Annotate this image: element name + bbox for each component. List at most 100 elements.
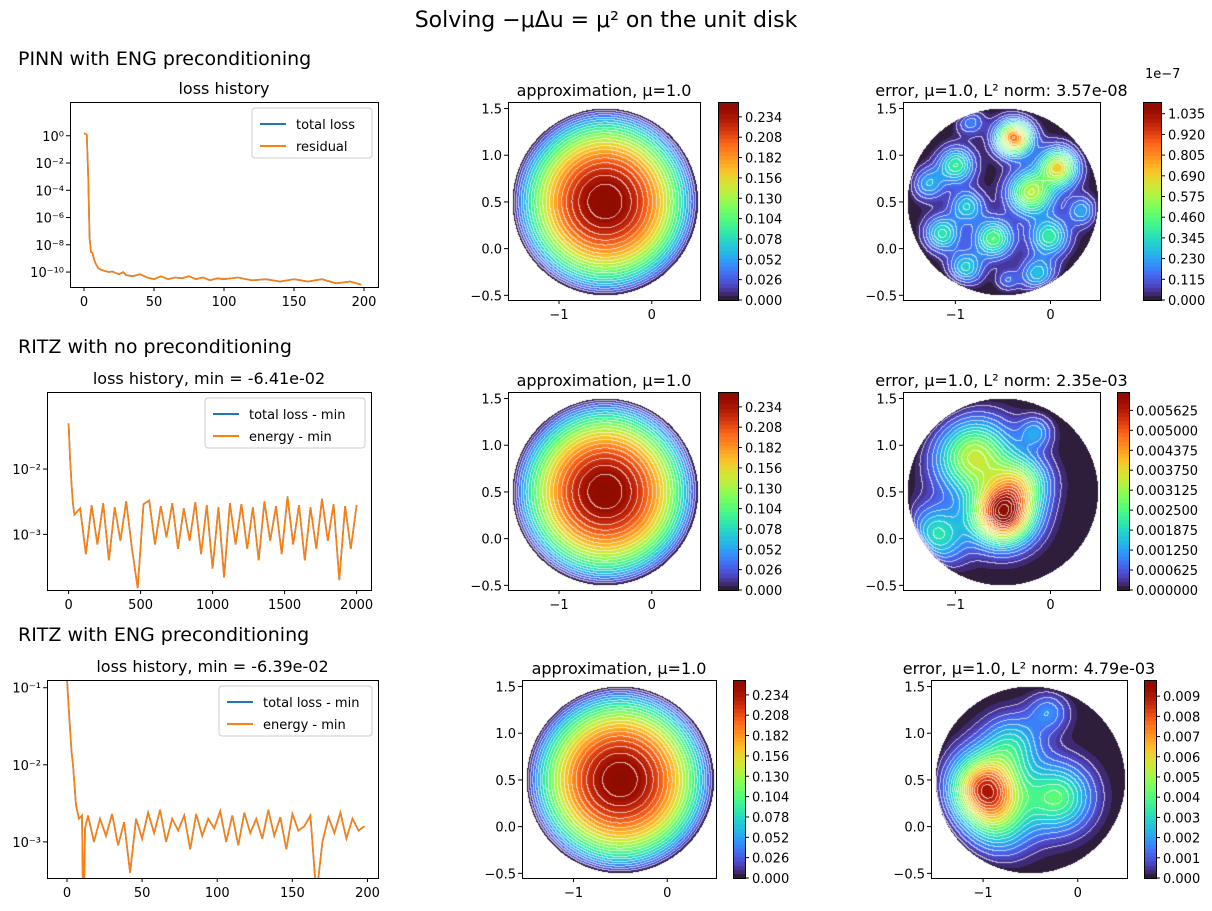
x-tick-label: 200 (355, 886, 380, 901)
y-tick-label: 1.0 (481, 439, 502, 454)
y-tick-label: 1.0 (876, 439, 897, 454)
x-tick-label: 500 (128, 598, 153, 613)
y-tick-label: 1.5 (904, 681, 925, 696)
y-tick-label: 1.5 (876, 393, 897, 408)
legend-label: total loss - min (249, 408, 345, 423)
x-tick-label: 1500 (268, 598, 301, 613)
y-tick-label: 0.0 (904, 821, 925, 836)
colorbar-tick-label: 0.026 (752, 852, 789, 867)
colorbar-tick-label: 0.104 (745, 213, 782, 228)
legend-label: energy - min (249, 430, 332, 445)
colorbar-tick-label: 0.234 (745, 401, 782, 416)
colorbar-tick-label: 0.104 (752, 791, 789, 806)
colorbar-tick-label: 0.002500 (1136, 504, 1198, 519)
colorbar-tick-label: 0.009 (1163, 690, 1200, 705)
colorbar-tick-label: 1.035 (1168, 108, 1205, 123)
series-line-1 (66, 680, 365, 878)
x-tick-label: 2000 (340, 598, 373, 613)
legend-label: total loss - min (263, 696, 359, 711)
x-tick-label: 0 (63, 886, 71, 901)
y-tick-label: 10⁻² (35, 157, 64, 172)
colorbar (1143, 102, 1161, 300)
contour-field (903, 102, 1100, 300)
colorbar-tick-label: 0.003125 (1136, 484, 1198, 499)
colorbar-tick-label: 0.575 (1168, 191, 1205, 206)
y-tick-label: 10⁻³ (12, 528, 41, 543)
y-tick-label: 1.0 (495, 727, 516, 742)
row-heading-ritz-none: RITZ with no preconditioning (18, 336, 292, 358)
x-tick-label: −1 (549, 598, 568, 613)
chart-title: error, μ=1.0, L² norm: 3.57e-08 (875, 81, 1127, 100)
colorbar-tick-label: 0.000 (745, 584, 782, 599)
x-tick-label: −1 (564, 886, 583, 901)
y-tick-label: 1.5 (481, 103, 502, 118)
colorbar-frame (718, 392, 739, 591)
x-tick-label: −1 (973, 886, 992, 901)
colorbar-frame (1117, 392, 1130, 591)
colorbar-tick-label: 0.000000 (1136, 584, 1198, 599)
y-tick-label: 1.0 (904, 727, 925, 742)
x-tick-label: 0 (648, 598, 656, 613)
colorbar-tick-label: 0.078 (745, 523, 782, 538)
y-tick-label: 1.0 (876, 149, 897, 164)
axes-frame (522, 680, 717, 879)
chart-title: loss history (178, 79, 269, 98)
colorbar-tick-label: 0.000 (745, 294, 782, 309)
x-tick-label: 0 (663, 886, 671, 901)
y-tick-label: 0.5 (876, 486, 897, 501)
colorbar-tick-label: 0.005625 (1136, 404, 1198, 419)
colorbar-tick-label: 0.130 (745, 192, 782, 207)
axes-frame (903, 102, 1101, 301)
y-tick-label: 1.5 (495, 681, 516, 696)
x-tick-label: 100 (205, 886, 230, 901)
series-line-1 (83, 132, 362, 286)
y-tick-label: 10⁻⁸ (35, 239, 64, 254)
y-tick-label: 10⁻² (12, 463, 41, 478)
x-tick-label: 0 (1046, 308, 1054, 323)
y-tick-label: 0.5 (904, 774, 925, 789)
y-tick-label: 0.0 (876, 243, 897, 258)
colorbar-tick-label: 0.115 (1168, 273, 1205, 288)
colorbar-tick-label: 0.005 (1163, 771, 1200, 786)
colorbar-tick-label: 0.130 (752, 770, 789, 785)
colorbar-frame (718, 102, 739, 301)
y-tick-label: 1.5 (481, 393, 502, 408)
colorbar-tick-label: 0.345 (1168, 232, 1205, 247)
legend-label: energy - min (263, 718, 346, 733)
colorbar-tick-label: 0.104 (745, 503, 782, 518)
contour-field (903, 392, 1100, 590)
y-tick-label: −0.5 (865, 289, 897, 304)
colorbar-tick-label: 0.690 (1168, 170, 1205, 185)
x-tick-label: −1 (946, 598, 965, 613)
colorbar-tick-label: 0.156 (752, 750, 789, 765)
chart-title: loss history, min = -6.39e-02 (96, 657, 328, 676)
colorbar-tick-label: 0.130 (745, 482, 782, 497)
colorbar (718, 392, 738, 590)
x-tick-label: 200 (352, 295, 377, 310)
colorbar-tick-label: 0.001250 (1136, 544, 1198, 559)
colorbar-offset-text: 1e−7 (1145, 67, 1180, 82)
y-tick-label: 10⁻¹ (12, 682, 41, 697)
colorbar-tick-label: 0.004375 (1136, 444, 1198, 459)
x-tick-label: −1 (946, 308, 965, 323)
chart-title: loss history, min = -6.41e-02 (93, 369, 325, 388)
legend (204, 397, 366, 449)
figure-title: Solving −μΔu = μ² on the unit disk (414, 8, 798, 33)
legend-label: total loss (296, 118, 355, 133)
x-tick-label: 50 (146, 295, 163, 310)
y-tick-label: 0.5 (481, 196, 502, 211)
colorbar-tick-label: 0.003 (1163, 811, 1200, 826)
chart-title: error, μ=1.0, L² norm: 2.35e-03 (875, 371, 1127, 390)
colorbar-tick-label: 0.234 (752, 689, 789, 704)
colorbar-tick-label: 0.156 (745, 462, 782, 477)
colorbar-tick-label: 0.000625 (1136, 564, 1198, 579)
colorbar-frame (733, 680, 746, 879)
colorbar-tick-label: 0.000 (1163, 872, 1200, 887)
axes-frame (508, 392, 701, 591)
colorbar (1117, 392, 1129, 590)
chart-title: approximation, μ=1.0 (532, 659, 707, 678)
x-tick-label: 0 (648, 308, 656, 323)
y-tick-label: −0.5 (865, 579, 897, 594)
